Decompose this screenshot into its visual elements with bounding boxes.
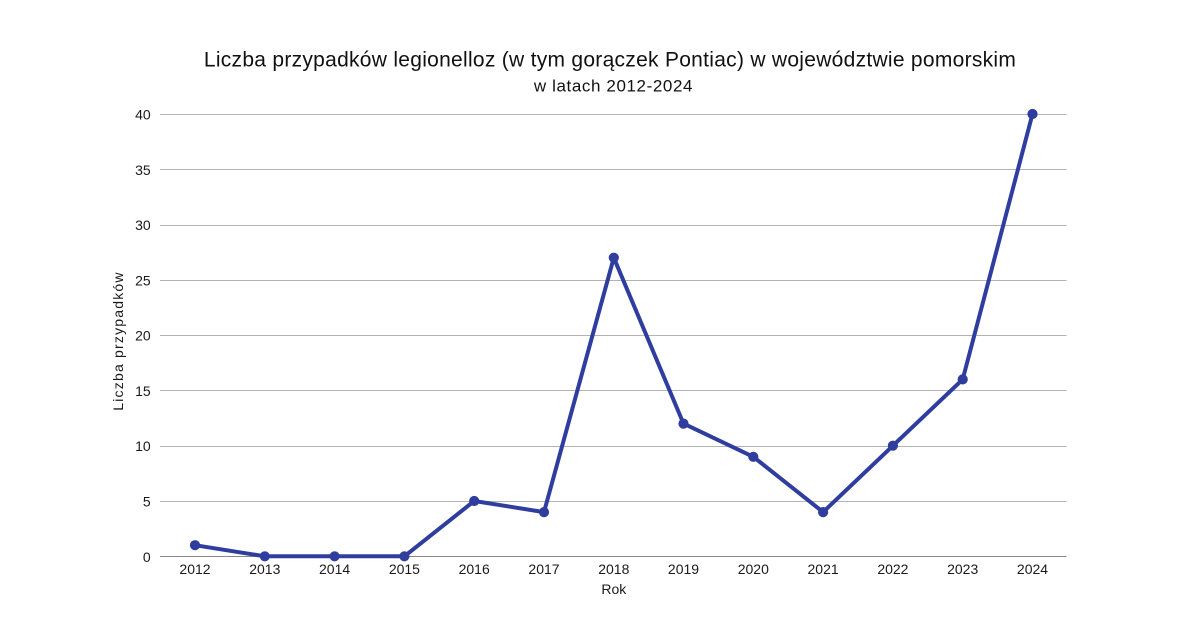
svg-text:10: 10 bbox=[135, 438, 151, 454]
svg-text:30: 30 bbox=[135, 217, 151, 233]
svg-text:2016: 2016 bbox=[459, 561, 490, 577]
svg-text:2012: 2012 bbox=[179, 561, 210, 577]
svg-text:Liczba przypadków legionelloz: Liczba przypadków legionelloz (w tym gor… bbox=[204, 49, 1016, 72]
svg-text:2021: 2021 bbox=[808, 561, 839, 577]
svg-text:0: 0 bbox=[143, 549, 151, 565]
svg-text:35: 35 bbox=[135, 162, 151, 178]
svg-text:2017: 2017 bbox=[528, 561, 559, 577]
svg-text:40: 40 bbox=[135, 107, 151, 123]
svg-text:2013: 2013 bbox=[249, 561, 280, 577]
svg-text:2019: 2019 bbox=[668, 561, 699, 577]
svg-text:15: 15 bbox=[135, 383, 151, 399]
svg-text:2022: 2022 bbox=[877, 561, 908, 577]
svg-text:2020: 2020 bbox=[738, 561, 769, 577]
svg-text:2024: 2024 bbox=[1017, 561, 1048, 577]
svg-text:2018: 2018 bbox=[598, 561, 629, 577]
svg-text:5: 5 bbox=[143, 494, 151, 510]
svg-text:Rok: Rok bbox=[601, 581, 627, 597]
svg-text:25: 25 bbox=[135, 272, 151, 288]
svg-text:20: 20 bbox=[135, 328, 151, 344]
svg-text:2015: 2015 bbox=[389, 561, 420, 577]
svg-text:w latach 2012-2024: w latach 2012-2024 bbox=[533, 77, 693, 96]
svg-text:2014: 2014 bbox=[319, 561, 350, 577]
svg-text:Liczba przypadków: Liczba przypadków bbox=[110, 271, 126, 410]
svg-text:2023: 2023 bbox=[947, 561, 978, 577]
